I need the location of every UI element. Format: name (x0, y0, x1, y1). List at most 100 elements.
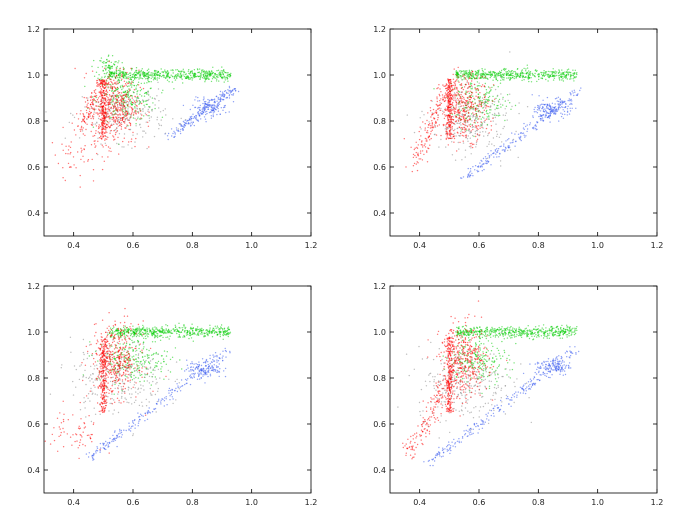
scatter-point (103, 60, 105, 63)
scatter-point (460, 118, 463, 121)
scatter-point (107, 146, 110, 148)
scatter-point (473, 97, 475, 100)
scatter-point (503, 67, 505, 70)
scatter-point (455, 106, 457, 108)
scatter-point (491, 71, 493, 73)
scatter-point (467, 73, 469, 75)
scatter-point (436, 119, 439, 121)
scatter-point (183, 121, 186, 124)
scatter-point (218, 98, 220, 101)
scatter-point (526, 72, 528, 75)
scatter-point (114, 112, 117, 114)
scatter-point (465, 128, 467, 130)
scatter-point (479, 77, 482, 79)
scatter-point (105, 101, 108, 103)
scatter-point (217, 327, 219, 329)
scatter-point (96, 80, 98, 82)
scatter-point (165, 114, 167, 116)
scatter-point (482, 72, 485, 75)
scatter-point (460, 177, 462, 179)
scatter-point (460, 70, 462, 72)
scatter-point (147, 125, 150, 128)
scatter-point (163, 332, 166, 334)
scatter-point (169, 335, 171, 337)
scatter-point (504, 108, 506, 110)
scatter-point (99, 118, 101, 121)
scatter-point (131, 336, 134, 338)
scatter-point (428, 147, 430, 150)
scatter-point (576, 72, 578, 74)
scatter-point (420, 135, 422, 137)
scatter-point (79, 186, 81, 188)
scatter-point (424, 143, 426, 145)
scatter-point (130, 115, 132, 117)
scatter-point (198, 75, 200, 78)
scatter-point (153, 333, 156, 335)
scatter-point (128, 90, 131, 92)
scatter-point (465, 84, 467, 86)
scatter-point (559, 104, 561, 107)
scatter-point (446, 127, 448, 129)
scatter-point (73, 116, 76, 119)
scatter-point (416, 147, 419, 149)
scatter-point (203, 104, 206, 106)
scatter-point (110, 96, 113, 98)
scatter-point (133, 329, 135, 331)
scatter-point (115, 61, 117, 63)
y-tick-label: 1.0 (27, 71, 40, 80)
scatter-point (494, 116, 496, 119)
scatter-point (141, 114, 143, 116)
scatter-point (107, 77, 109, 80)
scatter-point (457, 120, 460, 122)
scatter-point (201, 108, 203, 111)
scatter-point (144, 106, 146, 108)
scatter-point (189, 116, 192, 118)
scatter-point (174, 133, 176, 135)
scatter-point (120, 100, 123, 103)
scatter-point (98, 112, 100, 115)
scatter-point (190, 326, 192, 329)
scatter-point (122, 87, 124, 89)
scatter-point (495, 114, 497, 116)
scatter-point (495, 107, 498, 109)
scatter-point (448, 87, 450, 89)
scatter-point (483, 98, 485, 101)
scatter-point (446, 131, 449, 133)
scatter-point (118, 92, 121, 94)
points-layer (45, 54, 240, 188)
scatter-point (492, 79, 494, 81)
scatter-point (115, 333, 118, 335)
scatter-point (114, 61, 116, 63)
scatter-point (184, 124, 186, 126)
scatter-point (460, 115, 462, 118)
scatter-point (563, 73, 565, 75)
scatter-point (492, 117, 494, 119)
scatter-point (130, 67, 132, 70)
scatter-point (79, 128, 81, 131)
scatter-point (222, 109, 224, 112)
scatter-point (129, 358, 131, 360)
scatter-point (450, 117, 453, 119)
scatter-point (497, 86, 499, 88)
scatter-point (464, 130, 466, 132)
scatter-point (107, 75, 109, 78)
scatter-point (496, 133, 499, 135)
scatter-point (474, 120, 476, 122)
scatter-point (70, 112, 72, 115)
scatter-point (104, 142, 107, 144)
scatter-point (485, 110, 487, 113)
scatter-point (567, 99, 569, 102)
scatter-point (450, 126, 452, 128)
scatter-point (573, 76, 575, 78)
scatter-point (133, 368, 135, 370)
scatter-point (115, 72, 118, 75)
scatter-point (484, 72, 486, 74)
scatter-point (495, 78, 498, 80)
scatter-point (480, 76, 482, 78)
scatter-point (129, 78, 131, 81)
scatter-point (546, 96, 549, 99)
scatter-point (472, 76, 474, 78)
scatter-point (484, 131, 487, 133)
scatter-point (139, 93, 141, 96)
scatter-point (192, 73, 194, 75)
